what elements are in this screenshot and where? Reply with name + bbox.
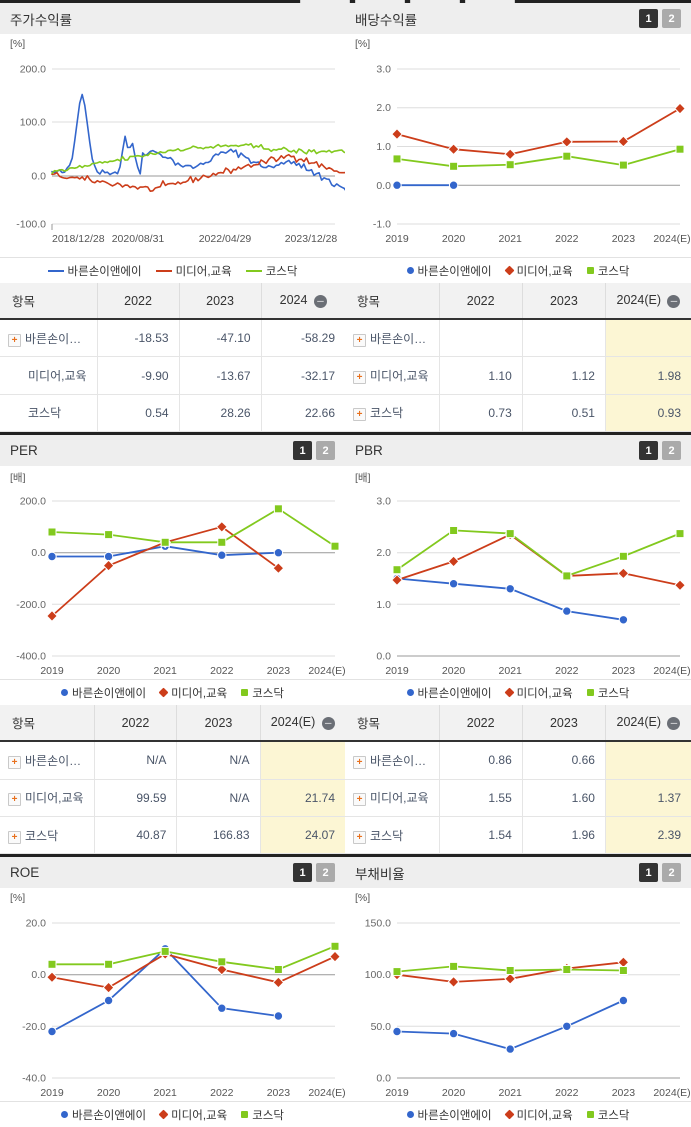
svg-text:2024(E): 2024(E) [653, 1087, 690, 1099]
svg-text:2022: 2022 [210, 1087, 234, 1099]
svg-text:0.0: 0.0 [31, 171, 46, 183]
svg-text:2020: 2020 [97, 665, 121, 677]
svg-text:2022/04/29: 2022/04/29 [199, 233, 252, 245]
svg-text:-20.0: -20.0 [22, 1021, 46, 1033]
svg-text:2020: 2020 [97, 1087, 121, 1099]
svg-text:0.0: 0.0 [376, 651, 391, 663]
svg-text:2021: 2021 [499, 665, 523, 677]
svg-text:-40.0: -40.0 [22, 1073, 46, 1085]
svg-text:2023: 2023 [267, 1087, 291, 1099]
svg-text:-200.0: -200.0 [16, 599, 46, 611]
svg-text:2022: 2022 [555, 1087, 579, 1099]
svg-text:2023: 2023 [612, 233, 636, 245]
svg-text:100.0: 100.0 [365, 969, 391, 981]
svg-text:2021: 2021 [154, 665, 178, 677]
svg-text:2024(E): 2024(E) [308, 665, 345, 677]
svg-text:0.0: 0.0 [31, 969, 46, 981]
svg-text:2018/12/28: 2018/12/28 [52, 233, 105, 245]
svg-text:200.0: 200.0 [20, 64, 46, 76]
svg-text:2024(E): 2024(E) [653, 233, 690, 245]
svg-text:2019: 2019 [385, 233, 409, 245]
svg-text:150.0: 150.0 [365, 918, 391, 930]
svg-text:20.0: 20.0 [26, 918, 47, 930]
svg-text:2022: 2022 [555, 233, 579, 245]
svg-text:3.0: 3.0 [376, 64, 391, 76]
svg-text:2021: 2021 [499, 1087, 523, 1099]
svg-text:1.0: 1.0 [376, 141, 391, 153]
svg-text:-100.0: -100.0 [16, 219, 46, 231]
svg-text:2.0: 2.0 [376, 547, 391, 559]
svg-text:2020: 2020 [442, 1087, 466, 1099]
svg-text:2023: 2023 [267, 665, 291, 677]
svg-text:2019: 2019 [40, 665, 64, 677]
svg-text:50.0: 50.0 [371, 1021, 392, 1033]
svg-text:2020: 2020 [442, 233, 466, 245]
svg-text:2021: 2021 [154, 1087, 178, 1099]
svg-text:2024(E): 2024(E) [308, 1087, 345, 1099]
svg-text:100.0: 100.0 [20, 117, 46, 129]
svg-text:2020/08/31: 2020/08/31 [112, 233, 165, 245]
svg-text:2024(E): 2024(E) [653, 665, 690, 677]
svg-text:2023: 2023 [612, 665, 636, 677]
svg-text:200.0: 200.0 [20, 496, 46, 508]
svg-text:2019: 2019 [40, 1087, 64, 1099]
svg-text:0.0: 0.0 [376, 1073, 391, 1085]
svg-text:-1.0: -1.0 [373, 219, 391, 231]
svg-text:2023: 2023 [612, 1087, 636, 1099]
svg-text:2022: 2022 [555, 665, 579, 677]
svg-text:2020: 2020 [442, 665, 466, 677]
svg-text:2.0: 2.0 [376, 102, 391, 114]
svg-text:0.0: 0.0 [31, 547, 46, 559]
svg-text:-400.0: -400.0 [16, 651, 46, 663]
svg-text:2023/12/28: 2023/12/28 [285, 233, 338, 245]
svg-text:0.0: 0.0 [376, 180, 391, 192]
svg-text:2019: 2019 [385, 1087, 409, 1099]
svg-text:2021: 2021 [499, 233, 523, 245]
svg-text:2019: 2019 [385, 665, 409, 677]
svg-text:3.0: 3.0 [376, 496, 391, 508]
svg-text:2022: 2022 [210, 665, 234, 677]
svg-text:1.0: 1.0 [376, 599, 391, 611]
